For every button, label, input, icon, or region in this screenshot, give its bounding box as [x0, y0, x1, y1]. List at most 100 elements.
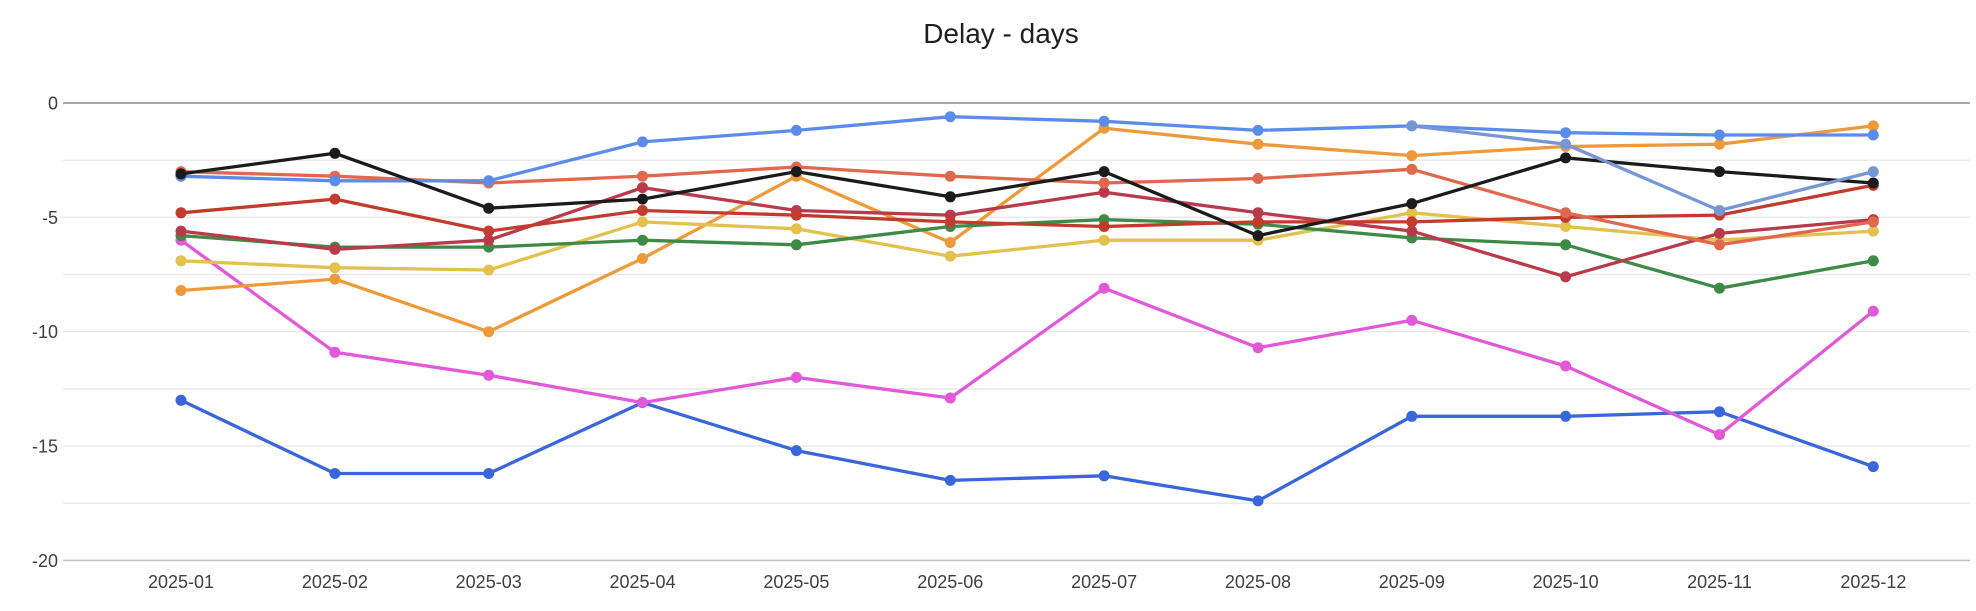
data-point-orange[interactable]	[175, 285, 187, 296]
data-point-light-blue[interactable]	[944, 111, 956, 123]
data-point-red[interactable]	[637, 205, 648, 216]
data-point-royal-blue[interactable]	[1406, 410, 1418, 422]
data-point-steel-blue[interactable]	[1560, 138, 1572, 150]
data-point-orange[interactable]	[483, 326, 495, 338]
data-point-orange[interactable]	[1714, 138, 1725, 150]
data-point-black[interactable]	[483, 202, 495, 214]
data-point-red[interactable]	[1098, 221, 1110, 232]
data-point-orange[interactable]	[329, 273, 341, 285]
data-point-magenta[interactable]	[1714, 429, 1725, 441]
data-point-green[interactable]	[1560, 239, 1572, 251]
data-point-light-blue[interactable]	[637, 136, 648, 148]
data-point-orange[interactable]	[944, 237, 956, 248]
data-point-dark-red[interactable]	[1560, 271, 1572, 283]
data-point-light-blue[interactable]	[1714, 129, 1725, 141]
data-point-red[interactable]	[1406, 216, 1418, 228]
data-point-dark-red[interactable]	[1406, 225, 1418, 237]
data-point-red-orange[interactable]	[1867, 216, 1879, 228]
data-point-yellow[interactable]	[790, 223, 802, 235]
data-point-black[interactable]	[175, 168, 187, 180]
data-point-yellow[interactable]	[637, 216, 648, 228]
data-point-royal-blue[interactable]	[1252, 495, 1264, 507]
data-point-black[interactable]	[790, 166, 802, 178]
data-point-light-blue[interactable]	[329, 175, 341, 187]
data-point-orange[interactable]	[637, 253, 648, 264]
data-point-red-orange[interactable]	[1252, 173, 1264, 184]
data-point-red-orange[interactable]	[1714, 239, 1725, 251]
data-point-orange[interactable]	[1406, 150, 1418, 162]
data-point-red-orange[interactable]	[637, 170, 648, 182]
data-point-dark-red[interactable]	[329, 243, 341, 255]
data-point-magenta[interactable]	[1867, 305, 1879, 317]
data-point-black[interactable]	[329, 147, 341, 159]
data-point-green[interactable]	[637, 234, 648, 246]
data-point-black[interactable]	[637, 193, 648, 205]
data-point-royal-blue[interactable]	[944, 474, 956, 486]
data-point-black[interactable]	[1406, 198, 1418, 210]
data-point-steel-blue[interactable]	[1406, 120, 1418, 132]
data-point-dark-red[interactable]	[637, 182, 648, 194]
data-point-green[interactable]	[790, 239, 802, 251]
data-point-magenta[interactable]	[944, 392, 956, 404]
data-point-royal-blue[interactable]	[790, 445, 802, 457]
data-point-magenta[interactable]	[1252, 342, 1264, 354]
data-point-yellow[interactable]	[1867, 225, 1879, 237]
data-point-red[interactable]	[790, 209, 802, 221]
data-point-royal-blue[interactable]	[483, 468, 495, 479]
data-point-magenta[interactable]	[329, 346, 341, 358]
data-point-magenta[interactable]	[1406, 314, 1418, 326]
data-point-light-blue[interactable]	[790, 124, 802, 136]
x-tick-label: 2025-09	[1379, 572, 1445, 592]
data-point-red[interactable]	[175, 207, 187, 219]
data-point-yellow[interactable]	[1098, 234, 1110, 246]
data-point-orange[interactable]	[1252, 138, 1264, 150]
data-point-red[interactable]	[329, 193, 341, 205]
data-point-light-blue[interactable]	[1098, 115, 1110, 127]
data-point-red[interactable]	[483, 225, 495, 237]
data-point-red-orange[interactable]	[1560, 207, 1572, 219]
data-point-light-blue[interactable]	[1867, 129, 1879, 141]
data-point-yellow[interactable]	[175, 255, 187, 267]
data-point-yellow[interactable]	[1406, 207, 1418, 219]
data-point-black[interactable]	[1714, 166, 1725, 178]
data-point-royal-blue[interactable]	[1098, 470, 1110, 482]
data-point-dark-red[interactable]	[483, 234, 495, 246]
data-point-light-blue[interactable]	[1560, 127, 1572, 139]
data-point-yellow[interactable]	[329, 262, 341, 274]
data-point-magenta[interactable]	[1560, 360, 1572, 372]
data-point-black[interactable]	[1560, 152, 1572, 164]
data-point-magenta[interactable]	[637, 397, 648, 409]
data-point-dark-red[interactable]	[1714, 227, 1725, 239]
data-point-red[interactable]	[1252, 216, 1264, 228]
data-point-black[interactable]	[1098, 166, 1110, 178]
data-point-orange[interactable]	[1867, 120, 1879, 132]
data-point-magenta[interactable]	[1098, 282, 1110, 294]
data-point-green[interactable]	[1714, 282, 1725, 294]
data-point-dark-red[interactable]	[175, 225, 187, 237]
data-point-red-orange[interactable]	[944, 170, 956, 182]
data-point-red-orange[interactable]	[1098, 177, 1110, 189]
data-point-dark-red[interactable]	[1252, 207, 1264, 219]
data-point-royal-blue[interactable]	[1560, 410, 1572, 422]
data-point-dark-red[interactable]	[1098, 186, 1110, 198]
data-point-light-blue[interactable]	[483, 175, 495, 187]
data-point-royal-blue[interactable]	[1867, 461, 1879, 473]
data-point-red-orange[interactable]	[1406, 163, 1418, 175]
data-point-magenta[interactable]	[790, 371, 802, 383]
data-point-royal-blue[interactable]	[329, 468, 341, 479]
data-point-yellow[interactable]	[1560, 221, 1572, 232]
data-point-black[interactable]	[1867, 177, 1879, 189]
data-point-green[interactable]	[1867, 255, 1879, 267]
data-point-steel-blue[interactable]	[1714, 205, 1725, 216]
data-point-red[interactable]	[944, 216, 956, 228]
data-point-royal-blue[interactable]	[1714, 406, 1725, 418]
data-point-steel-blue[interactable]	[1867, 166, 1879, 178]
data-point-magenta[interactable]	[483, 369, 495, 381]
data-point-yellow[interactable]	[944, 250, 956, 262]
data-point-yellow[interactable]	[483, 264, 495, 276]
data-point-royal-blue[interactable]	[175, 394, 187, 406]
x-tick-label: 2025-06	[917, 572, 983, 592]
data-point-light-blue[interactable]	[1252, 124, 1264, 136]
data-point-black[interactable]	[1252, 230, 1264, 242]
data-point-black[interactable]	[944, 191, 956, 203]
